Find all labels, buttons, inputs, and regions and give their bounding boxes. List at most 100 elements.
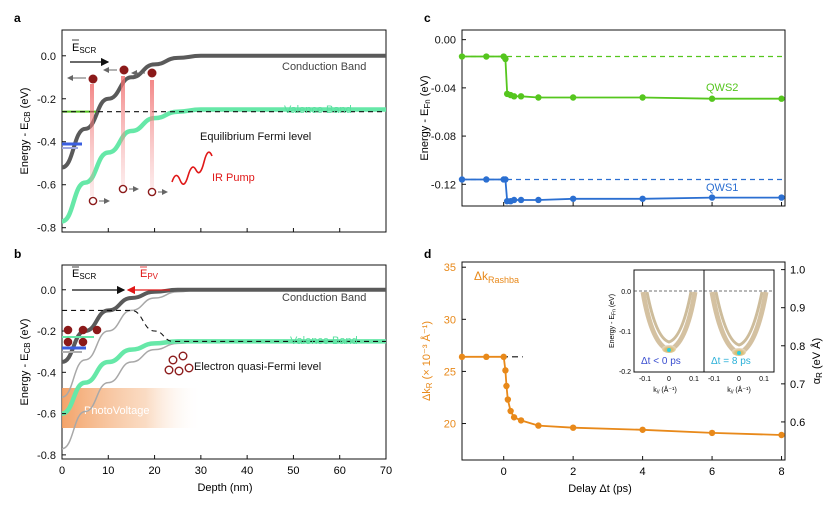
y-tick-label: -0.12 [431, 179, 456, 191]
rashba-point [483, 353, 490, 361]
inset-x-tick: 0 [737, 376, 741, 383]
rashba-point [708, 429, 716, 437]
qws1-point [483, 176, 490, 183]
x-tick-label: 10 [102, 465, 114, 477]
qws2-point [510, 93, 518, 100]
panel-label-a: a [14, 11, 21, 25]
accumulated-hole [168, 355, 178, 365]
x-tick-label: 20 [148, 465, 160, 477]
y2-tick-label: 0.6 [790, 417, 805, 429]
panel-label-b: b [14, 247, 21, 261]
qws1-point [778, 194, 785, 201]
y-axis-label-a: Energy - ECB (eV) [19, 88, 32, 175]
accumulated-hole [174, 366, 184, 376]
rashba-point [507, 407, 514, 415]
field-label-b: E [72, 268, 79, 280]
quasi-fermi-label: Electron quasi-Fermi level [194, 361, 321, 373]
rashba-point [503, 382, 510, 390]
svg-text:ESCR: ESCR [72, 42, 96, 55]
qws2-point [639, 94, 646, 101]
x-tick-label: 2 [570, 466, 576, 478]
rashba-point [778, 431, 785, 439]
excitation-beam-3 [150, 80, 154, 192]
y2-axis-label-d: αR (eV Å) [810, 338, 824, 384]
qws1-point [639, 195, 646, 202]
panel-c: 0.00 -0.04 -0.08 -0.12 QWS2 QWS1 Energy - E… [419, 29, 786, 207]
y-tick-label: 0.0 [41, 51, 56, 63]
excitation-beam-1 [90, 84, 94, 196]
inset-x-tick: 0.1 [689, 376, 699, 383]
qws1-point [517, 196, 525, 204]
y2-tick-label: 0.8 [790, 341, 805, 353]
x-tick-label: 70 [380, 465, 392, 477]
photovoltage-label: PhotoVoltage [84, 405, 149, 417]
svg-text:ESCR: ESCR [72, 268, 96, 281]
panel-c-frame [461, 29, 786, 207]
inset-right-label: Δt = 8 ps [711, 356, 751, 367]
rashba-point [517, 417, 525, 424]
excited-electron [119, 65, 129, 75]
accumulated-electron [78, 337, 88, 347]
y-tick-label: -0.8 [37, 450, 56, 462]
quasi-fermi-line [61, 309, 387, 342]
y-tick-label: 20 [444, 419, 456, 431]
rashba-series-label: ΔkRashba [474, 269, 519, 285]
y-tick-label: -0.08 [431, 131, 456, 143]
rashba-point [500, 353, 507, 361]
rashba-point [510, 414, 518, 421]
rashba-point [502, 367, 509, 374]
vb-label-a: Valence Band [284, 104, 352, 116]
y-tick-label: 30 [444, 314, 456, 326]
x-tick-label: 4 [640, 466, 646, 478]
accumulated-electron [63, 325, 73, 335]
panel-a: 0.0 -0.2 -0.4 -0.6 -0.8 Conduction Band Vale… [19, 29, 387, 235]
qws1-point [535, 196, 542, 204]
qws2-point [535, 94, 542, 101]
conduction-band-line [61, 287, 386, 364]
y-tick-label: 25 [444, 366, 456, 378]
x-tick-label: 0 [501, 466, 507, 478]
inset-y-tick: -0.1 [619, 329, 631, 336]
photovoltage-region [62, 388, 202, 428]
accumulated-electron [92, 325, 102, 335]
qws2-point [778, 95, 785, 102]
rashba-point [569, 424, 577, 431]
y-axis-label-c: Energy - EFn (eV) [419, 75, 432, 160]
field-sub-a: SCR [79, 46, 96, 55]
field-sub-b: SCR [79, 272, 96, 281]
qws1-point [458, 176, 466, 183]
inset-x-label-right: k// (Å⁻¹) [727, 385, 751, 396]
conduction-band-line [61, 53, 386, 170]
vb-label-b: Valence Band [290, 335, 358, 347]
ir-pump-wave [171, 151, 213, 185]
panel-d: 20 25 30 35 0.6 0.7 0.8 0.9 1.0 0 2 4 6 8 ΔkRashba De… [420, 261, 824, 495]
y-tick-label: -0.6 [37, 180, 56, 192]
ir-pump-label: IR Pump [212, 172, 255, 184]
x-axis-label-d: Delay Δt (ps) [568, 483, 632, 495]
x-tick-label: 60 [334, 465, 346, 477]
excited-electron [88, 74, 98, 84]
accumulated-electron [78, 325, 88, 335]
qws1-point [708, 194, 716, 201]
inset-band-right-inner [714, 291, 764, 347]
inset-band-left-inner [645, 291, 693, 344]
inset-arpes: Δt < 0 ps Δt = 8 ps 0.0 -0.1 -0.2 -0.1 0… [609, 269, 775, 396]
inset-band-right-min [737, 351, 741, 355]
qws2-point [483, 53, 490, 60]
field-label-a: E [72, 42, 79, 54]
inset-x-label-left: k// (Å⁻¹) [653, 385, 677, 396]
excitation-beam-2 [121, 76, 125, 188]
inset-band-left-min [667, 348, 671, 352]
qws2-point [458, 53, 466, 60]
excited-electron [147, 68, 157, 78]
qws1-label: QWS1 [706, 182, 738, 194]
y-tick-label: 0.0 [41, 285, 56, 297]
panel-d-frame [461, 261, 786, 461]
qws2-point [517, 93, 525, 100]
accumulated-electron [63, 337, 73, 347]
y-axis-label-d: ΔkR (× 10⁻³ Å⁻¹) [420, 321, 434, 401]
y-tick-label: -0.6 [37, 409, 56, 421]
x-tick-label: 50 [287, 465, 299, 477]
hole [118, 184, 128, 194]
accumulated-hole [184, 363, 194, 373]
